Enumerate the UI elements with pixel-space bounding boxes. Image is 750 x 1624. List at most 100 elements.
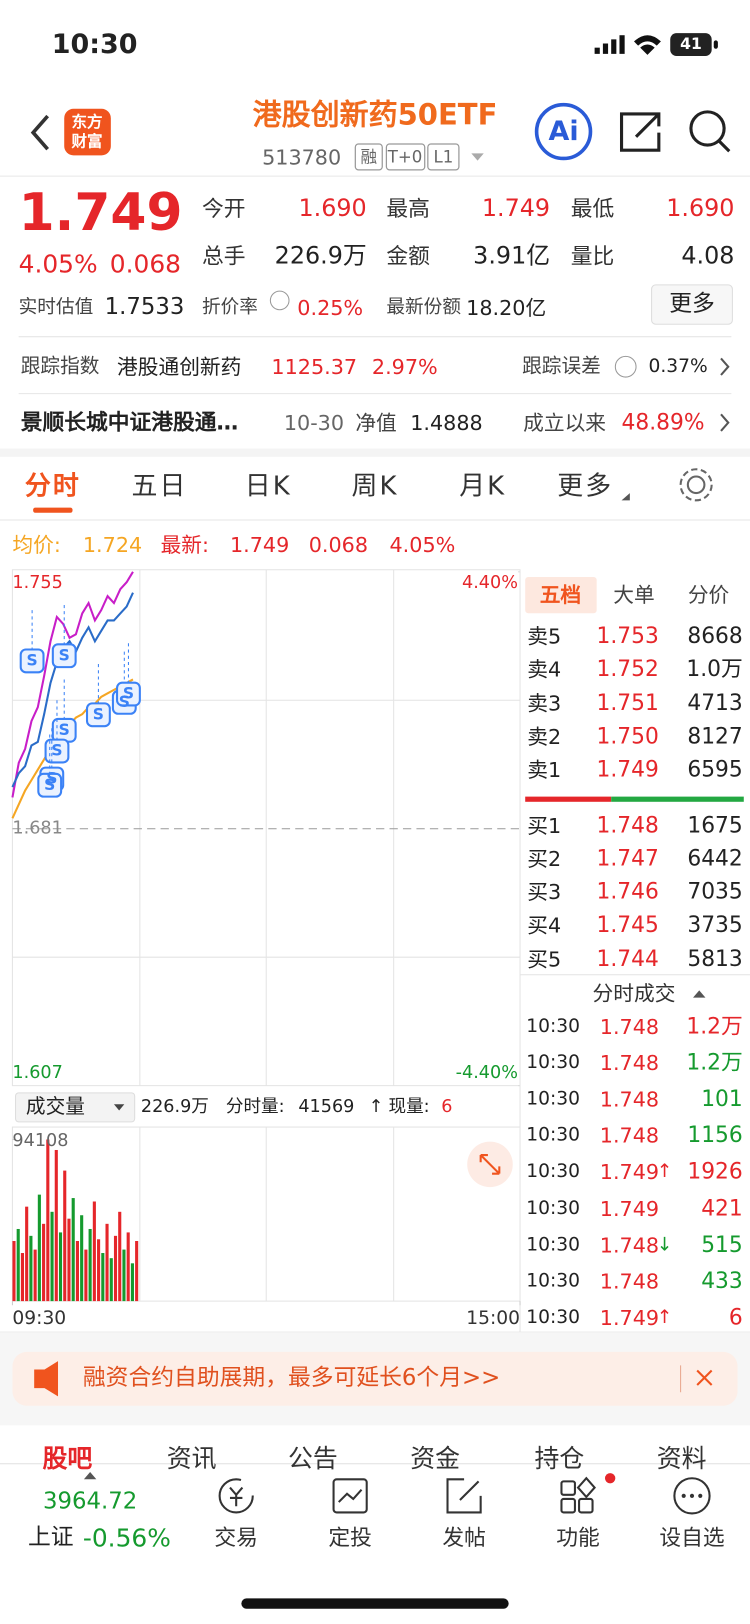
section-tab[interactable]: 公告 bbox=[287, 1444, 338, 1474]
selector[interactable]: 成交量 bbox=[25, 1095, 85, 1119]
price: 1.753 bbox=[596, 623, 659, 648]
chevron[interactable] bbox=[720, 413, 730, 432]
value: 1125.37 bbox=[271, 354, 358, 380]
label: 买4 bbox=[527, 912, 562, 938]
label: 10:30 bbox=[526, 1160, 580, 1183]
value: 2.97% bbox=[371, 354, 438, 380]
more-button[interactable] bbox=[651, 284, 733, 325]
volume-bar bbox=[25, 1206, 29, 1302]
price: 1.747 bbox=[596, 845, 659, 871]
nav-item[interactable]: 交易 bbox=[214, 1525, 258, 1551]
ai-label[interactable]: Ai bbox=[548, 116, 579, 148]
banner[interactable] bbox=[12, 1351, 738, 1406]
volume-bar bbox=[84, 1249, 88, 1302]
price: 1.748 bbox=[599, 1086, 660, 1112]
label: 10:30 bbox=[526, 1233, 580, 1256]
label: 卖1 bbox=[527, 757, 562, 783]
value: 0.37% bbox=[648, 355, 708, 378]
label: 6 bbox=[441, 1096, 453, 1118]
volume-bar bbox=[109, 1258, 113, 1302]
stat-value: 1.690 bbox=[666, 195, 735, 223]
selector[interactable] bbox=[15, 1092, 136, 1123]
search-icon[interactable] bbox=[689, 110, 726, 147]
status-icons bbox=[594, 33, 718, 56]
tab[interactable]: 周K bbox=[351, 470, 399, 501]
settings-icon[interactable] bbox=[686, 475, 706, 495]
label: 买5 bbox=[527, 946, 562, 972]
back-icon[interactable] bbox=[30, 114, 50, 151]
label: 分时量: bbox=[225, 1096, 285, 1118]
value: 48.89% bbox=[621, 409, 705, 435]
stat-value: 1.690 bbox=[298, 195, 367, 223]
tab[interactable]: 日K bbox=[244, 470, 292, 501]
nav-item[interactable]: 发帖 bbox=[442, 1525, 486, 1551]
section-tab[interactable]: 资讯 bbox=[166, 1444, 217, 1474]
logo-text: 财富 bbox=[71, 132, 103, 151]
share-icon[interactable] bbox=[619, 112, 661, 152]
section-tab[interactable]: 持仓 bbox=[534, 1444, 585, 1474]
summary: 最新: bbox=[160, 532, 209, 558]
volume: 1156 bbox=[687, 1122, 743, 1148]
index-name: 上证 bbox=[27, 1524, 74, 1551]
signal-badge bbox=[116, 681, 141, 707]
label: 卖4 bbox=[527, 656, 562, 682]
close-icon[interactable] bbox=[696, 1369, 713, 1386]
volume: 5813 bbox=[687, 946, 743, 972]
price: 1.745 bbox=[596, 912, 659, 937]
change-pct: 4.05% bbox=[18, 249, 98, 279]
signal-label: S bbox=[46, 769, 58, 788]
label: 10:30 bbox=[526, 1269, 580, 1292]
signal-label: S bbox=[92, 704, 105, 724]
banner-text[interactable]: 融资合约自助展期，最多可延长6个月>> bbox=[82, 1365, 501, 1392]
volume-bar bbox=[12, 1241, 16, 1302]
stat-value: 3.91亿 bbox=[473, 242, 551, 270]
separator bbox=[0, 448, 750, 457]
nav-item[interactable]: 设自选 bbox=[659, 1525, 725, 1551]
index-value: 3964.72 bbox=[42, 1488, 138, 1515]
volume-bar bbox=[130, 1263, 134, 1302]
label: 现量: bbox=[388, 1096, 430, 1118]
label: 折价率 bbox=[202, 296, 258, 319]
badge bbox=[604, 1473, 616, 1484]
volume-bar bbox=[92, 1201, 96, 1302]
tag: T+0 bbox=[387, 147, 423, 167]
volume-bar bbox=[126, 1232, 130, 1302]
nav-item[interactable]: 定投 bbox=[328, 1525, 372, 1551]
volume-bar bbox=[88, 1228, 92, 1302]
signal-label: S bbox=[58, 645, 70, 665]
help-icon bbox=[614, 355, 637, 378]
volume-bar bbox=[80, 1215, 84, 1302]
volume: 1926 bbox=[687, 1159, 743, 1184]
value: 1.4888 bbox=[410, 410, 483, 436]
section-tab[interactable]: 资料 bbox=[656, 1444, 707, 1474]
volume-bar bbox=[50, 1211, 54, 1302]
megaphone-icon bbox=[34, 1361, 59, 1397]
dropdown-icon[interactable] bbox=[471, 153, 484, 161]
tab[interactable]: 分价 bbox=[687, 582, 730, 608]
stat-value: 226.9万 bbox=[274, 242, 367, 270]
fund-name[interactable]: 景顺长城中证港股通… bbox=[20, 409, 239, 435]
section-tab[interactable]: 股吧 bbox=[42, 1444, 93, 1474]
value: 18.20亿 bbox=[466, 295, 547, 321]
chevron[interactable] bbox=[720, 357, 730, 376]
section-tab[interactable]: 资金 bbox=[410, 1444, 460, 1474]
tab[interactable]: 大单 bbox=[613, 582, 655, 608]
ai-button[interactable] bbox=[534, 102, 593, 161]
price: 1.748 bbox=[599, 1050, 660, 1076]
tab[interactable]: 更多 bbox=[557, 470, 614, 501]
tab[interactable]: 五日 bbox=[131, 470, 188, 501]
nav-item[interactable]: 功能 bbox=[556, 1525, 600, 1551]
more-button[interactable]: 更多 bbox=[669, 291, 715, 317]
label: 跟踪指数 bbox=[20, 354, 100, 378]
label: 41569 bbox=[298, 1096, 355, 1118]
tab[interactable]: 分时 bbox=[24, 470, 81, 501]
tags bbox=[354, 143, 460, 171]
tab[interactable]: 月K bbox=[459, 470, 507, 501]
label: 跟踪误差 bbox=[522, 354, 601, 378]
signal-badge bbox=[44, 738, 70, 764]
summary: 均价: bbox=[12, 532, 61, 558]
tag: 融 bbox=[360, 147, 378, 167]
volume-bar bbox=[58, 1232, 63, 1302]
tab[interactable]: 五档 bbox=[539, 582, 582, 608]
